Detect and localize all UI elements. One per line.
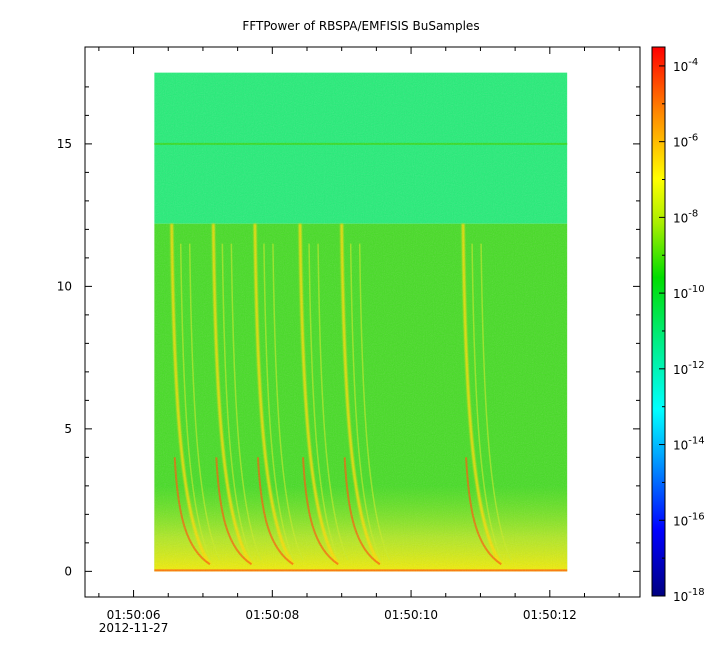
colorbar-tick-label: 10-18 (673, 587, 705, 604)
plot-area (84, 46, 641, 598)
colorbar: 10-18 10-16 10-14 10-12 10-10 10-8 10-6 10-4 (651, 46, 705, 604)
y-tick-label: 15 (57, 137, 72, 151)
colorbar-tick-label: 10-4 (673, 57, 698, 74)
colorbar-tick-label: 10-12 (673, 360, 705, 377)
colorbar-tick-label: 10-6 (673, 133, 698, 150)
y-tick-label: 0 (64, 564, 72, 578)
noise-texture (154, 72, 568, 572)
y-tick-label: 5 (64, 422, 72, 436)
x-tick-label: 01:50:06 (107, 608, 161, 622)
x-tick-date-label: 2012-11-27 (99, 621, 169, 635)
colorbar-tick-label: 10-8 (673, 208, 698, 225)
y-axis: 0 5 10 15 (57, 86, 640, 578)
chart-title: FFTPower of RBSPA/EMFISIS BuSamples (242, 19, 479, 33)
colorbar-tick-label: 10-16 (673, 511, 705, 528)
x-tick-label: 01:50:08 (245, 608, 299, 622)
y-tick-label: 10 (57, 279, 72, 293)
colorbar-tick-label: 10-14 (673, 436, 705, 453)
x-tick-label: 01:50:10 (384, 608, 438, 622)
plot-frame (84, 46, 641, 598)
colorbar-gradient (651, 46, 666, 597)
x-tick-label: 01:50:12 (523, 608, 577, 622)
colorbar-tick-label: 10-10 (673, 284, 705, 301)
